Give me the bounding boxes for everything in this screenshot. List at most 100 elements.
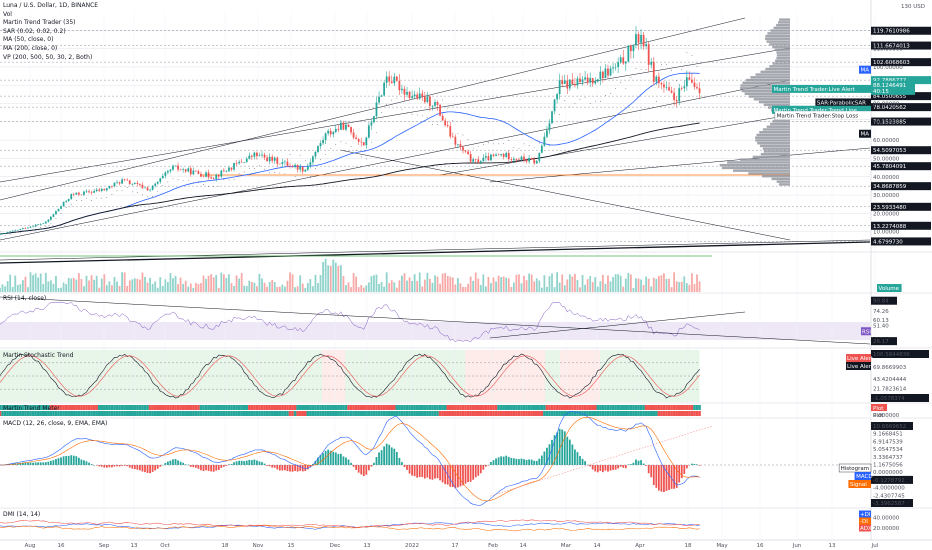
rsi-legend[interactable]: RSI (14, close)	[3, 295, 47, 302]
sar-dot	[248, 168, 250, 169]
macd-hist-bar	[604, 465, 607, 471]
macd-hist-bar	[520, 458, 523, 465]
vp-bar	[727, 161, 790, 164]
candle-body	[34, 224, 37, 227]
stoch-legend[interactable]: Martin Stochastic Trend	[3, 352, 74, 359]
volume-bar	[693, 283, 696, 292]
meter-cell	[644, 411, 648, 416]
macd-hist-bar	[29, 462, 32, 465]
volume-bar	[487, 276, 490, 292]
candle-body	[329, 130, 332, 135]
volume-bar	[367, 282, 370, 292]
macd-hist-bar	[60, 457, 62, 465]
volume-bar	[177, 284, 179, 292]
price-axis-top: 130 USD	[901, 4, 925, 10]
sar-dot	[462, 134, 464, 136]
macd-hist-bar	[263, 463, 266, 465]
vp-bar	[740, 158, 790, 161]
volume-bar	[299, 275, 302, 292]
meter-cell	[494, 405, 498, 410]
meter-cell	[199, 405, 203, 410]
candle-body	[90, 192, 93, 193]
candle-body	[668, 87, 670, 91]
meter-cell	[248, 405, 251, 410]
macd-hist-bar	[609, 465, 612, 471]
sar-dot	[264, 168, 265, 170]
volume-bar	[324, 258, 327, 292]
candle-body	[675, 99, 678, 102]
macd-hist-bar	[65, 455, 68, 465]
volume-bar	[627, 272, 630, 292]
meter-cell	[258, 411, 261, 416]
indicator-legend-1[interactable]: Martin Trend Trader (35)	[3, 19, 76, 27]
candle-body	[121, 179, 123, 184]
meter-cell	[36, 411, 40, 416]
volume-bar	[416, 280, 419, 292]
meter-legend[interactable]: Martin Trend Meter	[3, 405, 60, 412]
price-tick: 70.00000	[873, 120, 900, 126]
meter-cell	[29, 405, 32, 410]
macd-legend[interactable]: MACD (12, 26, close, 9, EMA, EMA)	[3, 420, 108, 427]
macd-hist-bar	[24, 462, 27, 465]
candle-body	[429, 96, 431, 107]
volume-legend[interactable]: Vol	[3, 10, 12, 18]
meter-cell	[428, 411, 432, 416]
volume-bar	[243, 285, 246, 292]
volume-bar	[665, 278, 668, 292]
stoch-k-line	[0, 353, 700, 399]
macd-hist-bar	[477, 465, 480, 476]
vp-bar	[752, 155, 790, 159]
volume-bar	[479, 285, 482, 292]
trend-line	[0, 17, 746, 201]
candle-body	[167, 171, 169, 173]
indicator-legend-4[interactable]: MA (200, close, 0)	[3, 44, 58, 52]
meter-cell	[540, 411, 544, 416]
indicator-legend-5[interactable]: VP (200, 500, 50, 30, 2, Both)	[3, 53, 93, 61]
meter-cell	[418, 411, 422, 416]
macd-hist-bar	[647, 465, 650, 474]
meter-cell	[395, 405, 399, 410]
volume-bar	[507, 278, 510, 292]
macd-hist-bar	[622, 465, 625, 468]
meter-cell	[698, 411, 701, 416]
volume-bar	[642, 285, 645, 292]
candle-body	[131, 183, 134, 185]
indicator-legend-3[interactable]: MA (50, close, 0)	[3, 36, 54, 44]
volume-bar	[637, 278, 640, 292]
candle-body	[250, 155, 253, 157]
sar-dot	[396, 98, 398, 100]
candle-body	[411, 96, 413, 99]
meter-cell	[415, 405, 419, 410]
candle-body	[530, 157, 533, 160]
candle-body	[345, 124, 347, 130]
meter-cell	[398, 405, 401, 410]
macd-hist-bar	[525, 459, 528, 465]
candle-body	[6, 232, 9, 234]
meter-cell	[87, 411, 91, 416]
meter-cell	[426, 411, 429, 416]
dmi-legend[interactable]: DMI (14, 14)	[3, 511, 41, 518]
axis-tag: Martin Trend Trader:Live Alert	[774, 87, 856, 93]
vp-bar	[776, 180, 790, 183]
symbol-title[interactable]: Luna / U.S. Dollar, 1D, BINANCE	[3, 2, 99, 9]
macd-hist-bar	[273, 465, 276, 468]
meter-cell	[683, 411, 686, 416]
candle-body	[553, 99, 556, 112]
candle-body	[136, 183, 139, 185]
candle-body	[418, 93, 421, 99]
macd-tick: 6.9147539	[873, 439, 903, 445]
meter-cell	[634, 405, 638, 410]
sar-dot	[274, 172, 276, 173]
volume-bar	[136, 278, 139, 292]
vp-bar	[766, 125, 790, 128]
sar-dot	[594, 100, 596, 102]
volume-bar	[380, 281, 383, 292]
indicator-legend-2[interactable]: SAR (0.02, 0.02, 0.2)	[3, 27, 66, 35]
candle-body	[497, 154, 500, 156]
candle-body	[484, 156, 487, 158]
candle-body	[238, 161, 241, 164]
vp-bar	[760, 70, 790, 74]
meter-cell	[581, 411, 584, 416]
sar-dot	[96, 197, 98, 199]
